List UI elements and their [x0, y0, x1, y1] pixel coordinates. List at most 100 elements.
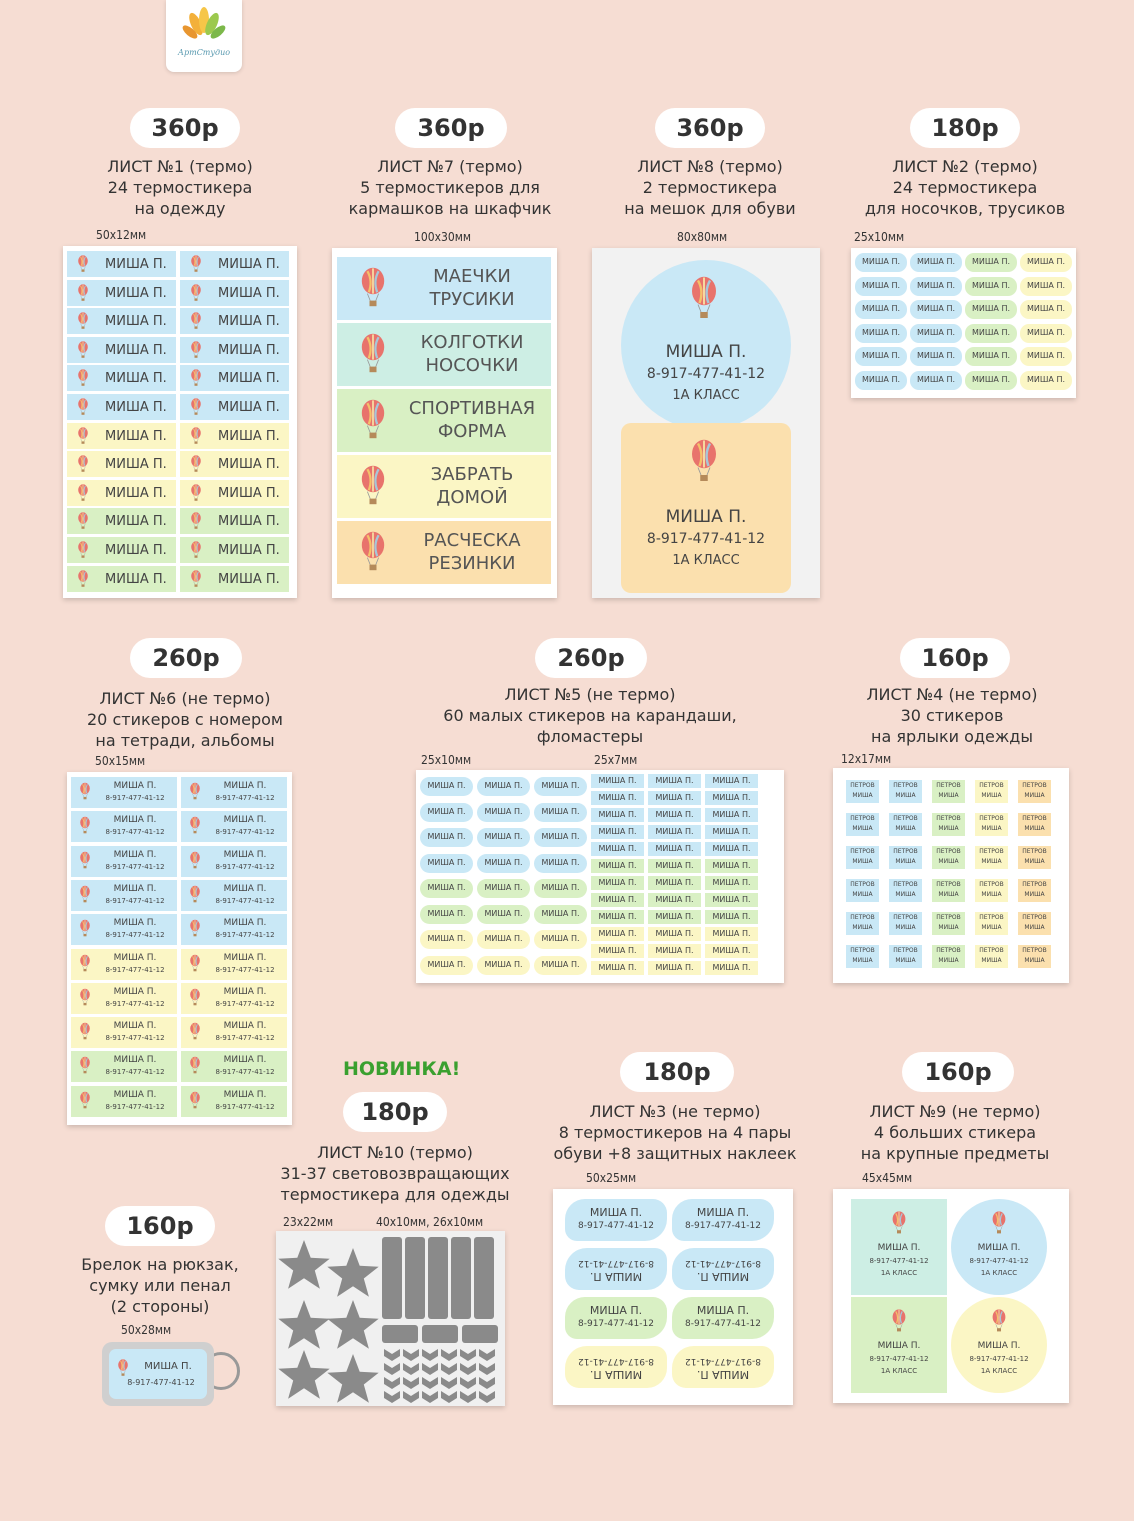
notebook-sticker: МИША П. 8-917-477-41-12: [71, 811, 177, 843]
sticker-text: ПЕТРОВ: [936, 947, 961, 954]
sticker-text: 8-917-477-41-12: [969, 1355, 1029, 1363]
sticker-text: ПЕТРОВ: [936, 848, 961, 855]
sticker-text: МИША П.: [427, 806, 466, 816]
marker-sticker: МИША П.: [591, 825, 644, 839]
chevron: [384, 1349, 400, 1361]
sticker-text: МИША П.: [113, 1089, 157, 1100]
sticker-text: МИША: [895, 957, 916, 964]
sticker-text: ПЕТРОВ: [936, 782, 961, 789]
marker-sticker: МИША П.: [591, 927, 644, 941]
tag-sticker: ПЕТРОВ МИША: [846, 780, 879, 803]
desc-line: 8 термостикеров на 4 пары: [558, 1123, 792, 1142]
sticker-text: МИША П.: [877, 1341, 921, 1351]
sticker-text: МИША П.: [113, 952, 157, 963]
marker-sticker: МИША П.: [705, 927, 758, 941]
sticker-text: 8-917-477-41-12: [869, 1355, 929, 1363]
price-sheet7: 360р: [395, 108, 507, 148]
small-sticker: МИША П.: [965, 323, 1017, 343]
shoe-sticker: МИША П. 8-917-477-41-12: [565, 1248, 667, 1290]
sticker-text: ПЕТРОВ: [1022, 947, 1047, 954]
sticker-text: МИША П.: [105, 543, 167, 558]
sticker-text: МИША: [981, 825, 1002, 832]
sticker-text: МИША П.: [223, 1055, 267, 1066]
balloon-icon: [189, 1091, 201, 1114]
desc-line: кармашков на шкафчик: [348, 199, 552, 218]
star-icon: [327, 1300, 379, 1349]
tag-sticker: ПЕТРОВ МИША: [846, 813, 879, 836]
sticker-text: МИША П.: [484, 857, 523, 867]
sticker: МИША П.: [180, 308, 289, 335]
sticker-text: МИША П.: [223, 815, 267, 826]
sticker: МИША П.: [180, 479, 289, 506]
sticker-text: ПЕТРОВ: [893, 914, 918, 921]
sticker: МИША П.: [67, 508, 176, 535]
desc-sheet4: ЛИСТ №4 (не термо) 30 стикеров на ярлыки…: [840, 684, 1064, 747]
desc-line: 31-37 световозвращающих: [280, 1164, 510, 1183]
balloon-icon: [359, 267, 387, 313]
sticker-text: МИША П.: [696, 1270, 750, 1283]
sticker-text: МИША П.: [655, 810, 694, 819]
sticker-text: МИША: [938, 792, 959, 799]
chevron: [422, 1391, 438, 1403]
sticker-text: МИША П.: [218, 371, 280, 387]
sticker-text: 8-917-477-41-12: [685, 1258, 761, 1268]
sticker-text: МИША П.: [971, 351, 1010, 360]
chevron: [422, 1377, 438, 1389]
balloon-icon: [79, 988, 91, 1011]
balloon-icon: [190, 283, 202, 306]
sticker-text: МИША П.: [861, 280, 900, 290]
sticker-text: 8-917-477-41-12: [105, 965, 165, 974]
sticker-text: МИША П.: [589, 1304, 643, 1317]
sticker-text: МИША П.: [977, 1243, 1021, 1253]
balloon-icon: [189, 851, 201, 874]
notebook-sticker: МИША П. 8-917-477-41-12: [181, 777, 287, 808]
star-icon: [278, 1350, 330, 1399]
sticker-text: МИША П.: [105, 457, 167, 473]
sticker-text: МИША П.: [598, 946, 637, 955]
sticker-text: 8-917-477-41-12: [215, 1068, 275, 1077]
sticker-text: МИША П.: [541, 883, 580, 892]
marker-sticker: МИША П.: [648, 791, 701, 805]
pencil-sticker: МИША П.: [477, 879, 530, 898]
sticker-text: ПЕТРОВ: [893, 782, 918, 789]
sticker-text: 8-917-477-41-12: [215, 931, 275, 940]
desc-sheet10: ЛИСТ №10 (термо) 31-37 световозвращающих…: [270, 1142, 520, 1205]
sticker-text: МИША П.: [712, 929, 751, 938]
balloon-icon: [190, 426, 202, 449]
notebook-sticker: МИША П. 8-917-477-41-12: [181, 948, 287, 980]
sticker-text: МИША П.: [541, 959, 580, 969]
sticker-text: РАСЧЕСКА: [423, 530, 521, 551]
sticker-text: МИША П.: [712, 827, 751, 836]
pencil-sticker: МИША П.: [477, 853, 530, 873]
balloon-icon: [991, 1211, 1007, 1239]
sticker-text: МИША П.: [113, 815, 157, 826]
sticker-text: МИША П.: [427, 781, 466, 790]
small-sticker: МИША П.: [1020, 347, 1072, 366]
pencil-sticker: МИША П.: [420, 930, 473, 949]
tag-sticker: ПЕТРОВ МИША: [975, 912, 1008, 935]
balloon-icon: [359, 465, 387, 511]
sticker-text: МИША П.: [484, 883, 523, 892]
price-sheet5: 260р: [535, 638, 647, 678]
sticker: МИША П.: [67, 422, 176, 449]
size-sheet2: 25х10мм: [854, 230, 905, 244]
pencil-sticker: МИША П.: [477, 802, 530, 822]
marker-sticker: МИША П.: [591, 791, 644, 805]
sticker-text: МИША П.: [598, 895, 637, 904]
sticker-text: МИША П.: [223, 952, 267, 963]
tag-sticker: ПЕТРОВ МИША: [889, 780, 922, 803]
pocket-sticker: ЗАБРАТЬ ДОМОЙ: [337, 455, 551, 518]
sticker-text: МИША П.: [877, 1243, 921, 1253]
chevron: [441, 1377, 457, 1389]
sheet3-preview: МИША П. 8-917-477-41-12 МИША П. 8-917-477-4…: [553, 1189, 793, 1405]
sticker-text: МИША П.: [218, 314, 280, 330]
desc-line: на одежду: [134, 199, 226, 218]
sticker-text: МИША П.: [598, 827, 637, 836]
stripe: [382, 1325, 418, 1343]
desc-sheet5: ЛИСТ №5 (не термо) 60 малых стикеров на …: [420, 684, 760, 747]
balloon-icon: [189, 1022, 201, 1045]
chevron: [384, 1363, 400, 1375]
tag-sticker: ПЕТРОВ МИША: [975, 846, 1008, 869]
sticker-text: МИША П.: [598, 793, 637, 802]
sticker-text: ПЕТРОВ: [893, 947, 918, 954]
